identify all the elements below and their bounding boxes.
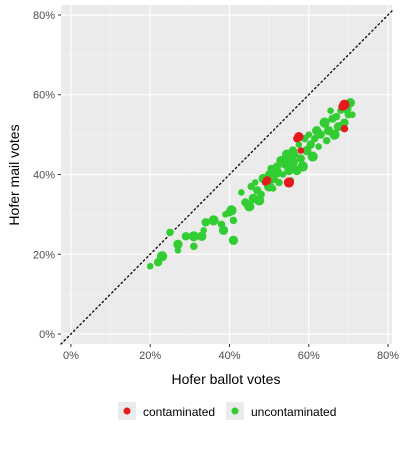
uncontaminated-point (251, 179, 259, 186)
uncontaminated-point (327, 107, 334, 114)
y-tick-label: 20% (33, 249, 55, 261)
legend-label-contaminated: contaminated (143, 405, 215, 419)
x-tick-label: 80% (377, 350, 399, 362)
uncontaminated-point (208, 215, 219, 226)
y-axis-ticks: 0% 20% 40% 60% 80% (33, 10, 61, 341)
contaminated-point (339, 99, 350, 110)
uncontaminated-point (305, 131, 313, 138)
uncontaminated-point (349, 111, 356, 118)
uncontaminated-point (310, 134, 319, 143)
x-axis-title: Hofer ballot votes (172, 371, 281, 387)
legend: contaminated uncontaminated (118, 402, 336, 420)
uncontaminated-point (279, 171, 287, 178)
uncontaminated-point (228, 235, 239, 245)
uncontaminated-point (188, 231, 199, 242)
uncontaminated-point (166, 228, 174, 237)
uncontaminated-series (146, 98, 356, 270)
uncontaminated-point (244, 201, 255, 212)
uncontaminated-point (306, 140, 315, 149)
uncontaminated-point (322, 136, 331, 145)
uncontaminated-point (146, 262, 154, 270)
uncontaminated-point (174, 246, 182, 254)
uncontaminated-point (316, 130, 325, 139)
uncontaminated-point (287, 157, 298, 168)
uncontaminated-point (295, 141, 303, 148)
y-tick-label: 60% (33, 90, 55, 102)
uncontaminated-point (319, 117, 330, 128)
legend-label-uncontaminated: uncontaminated (251, 405, 336, 419)
uncontaminated-point (226, 205, 237, 216)
uncontaminated-point (340, 118, 349, 127)
uncontaminated-point (269, 185, 277, 192)
uncontaminated-point (296, 154, 306, 163)
uncontaminated-point (275, 178, 283, 187)
contaminated-point (283, 177, 295, 188)
identity-reference-line (60, 10, 393, 345)
contaminated-point (297, 147, 305, 154)
x-axis-ticks: 0% 20% 40% 60% 80% (63, 344, 399, 362)
contaminated-point (294, 131, 304, 142)
uncontaminated-point (218, 225, 229, 235)
uncontaminated-point (181, 232, 191, 241)
contaminated-point (262, 176, 272, 185)
y-tick-label: 80% (33, 10, 55, 22)
uncontaminated-point (332, 112, 341, 121)
uncontaminated-point (197, 231, 207, 241)
y-tick-label: 40% (33, 170, 55, 182)
x-tick-label: 60% (298, 350, 320, 362)
y-tick-label: 0% (39, 329, 55, 341)
uncontaminated-point (200, 227, 208, 234)
uncontaminated-point (271, 167, 283, 178)
uncontaminated-point (315, 143, 322, 150)
uncontaminated-point (297, 161, 308, 172)
x-tick-label: 40% (218, 350, 240, 362)
x-tick-label: 0% (63, 350, 79, 362)
uncontaminated-point (190, 242, 198, 251)
uncontaminated-point (291, 150, 299, 159)
contaminated-series (261, 99, 350, 188)
contaminated-point (340, 124, 349, 133)
uncontaminated-point (156, 251, 168, 262)
uncontaminated-point (257, 190, 265, 199)
uncontaminated-point (173, 239, 183, 249)
identity-line (60, 10, 393, 345)
legend-dot-contaminated (123, 407, 131, 415)
uncontaminated-point (201, 218, 210, 227)
uncontaminated-point (307, 151, 318, 162)
uncontaminated-point (329, 129, 340, 140)
x-tick-label: 20% (139, 350, 161, 362)
legend-dot-uncontaminated (231, 407, 239, 415)
y-axis-title: Hofer mail votes (6, 124, 22, 225)
uncontaminated-point (229, 216, 238, 225)
uncontaminated-point (284, 165, 294, 176)
uncontaminated-point (238, 189, 245, 196)
